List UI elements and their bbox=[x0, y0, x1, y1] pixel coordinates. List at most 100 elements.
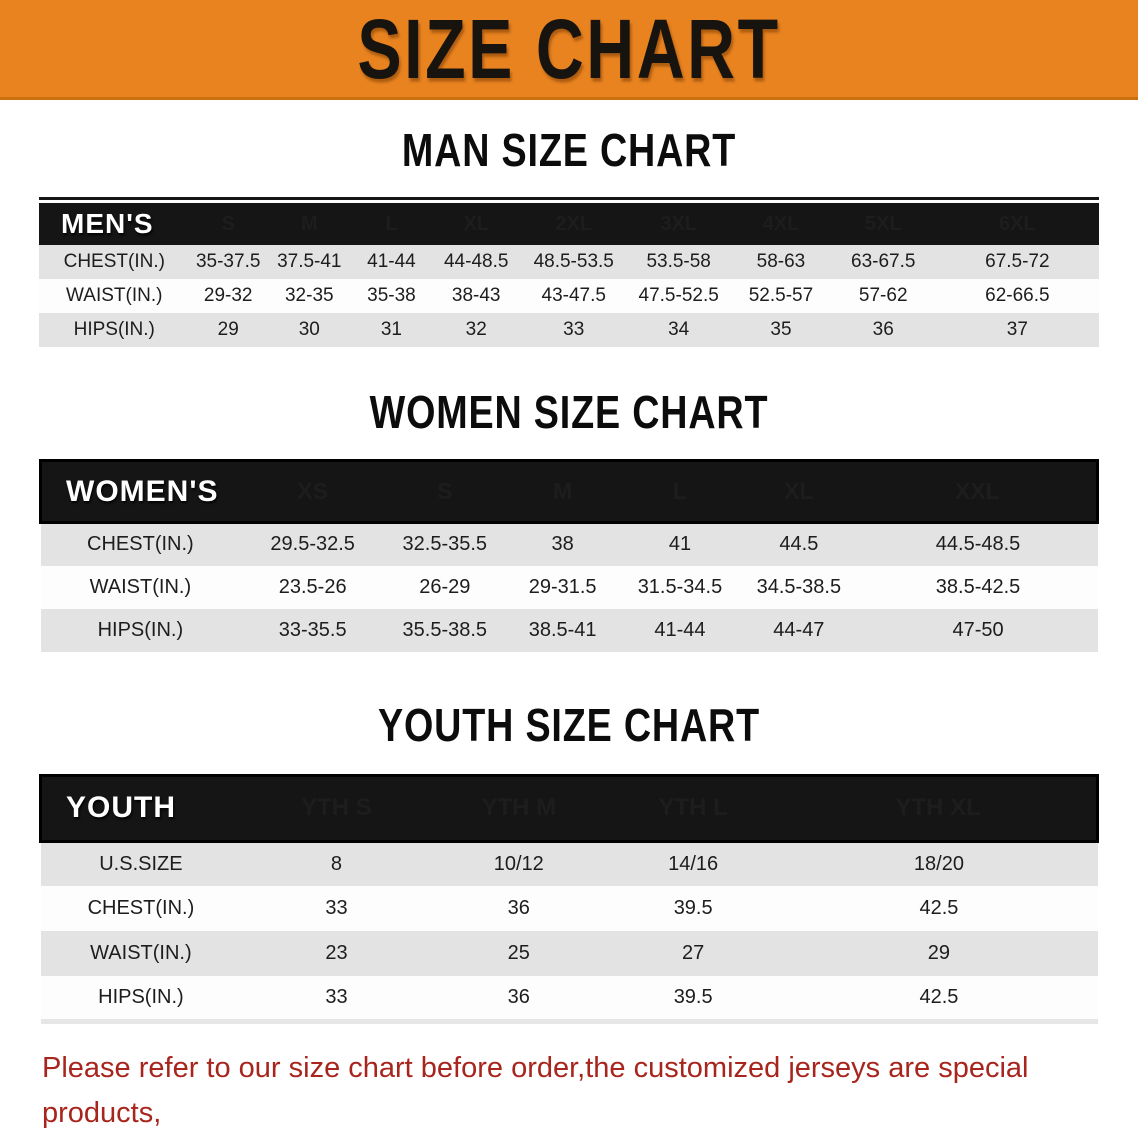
man-table-top-rule bbox=[39, 197, 1099, 200]
size-column-header: S bbox=[437, 478, 453, 504]
size-value: 48.5-53.5 bbox=[533, 251, 614, 272]
size-value: 36 bbox=[872, 319, 894, 340]
measurement-label: HIPS(IN.) bbox=[97, 618, 184, 641]
size-value: 37.5-41 bbox=[277, 251, 342, 272]
size-column-header: YTH XL bbox=[895, 794, 981, 821]
size-value: 29-31.5 bbox=[528, 575, 597, 598]
size-chart-banner: SIZE CHART bbox=[0, 0, 1138, 100]
measurement-row: HIPS(IN.) 29 30 31 32 33 34 35 36 37 bbox=[39, 313, 1099, 347]
measurement-row: CHEST(IN.) 29.5-32.5 32.5-35.5 38 41 44.5 44.5… bbox=[40, 522, 1098, 566]
size-value: 30 bbox=[298, 319, 320, 340]
size-value: 32 bbox=[465, 319, 487, 340]
size-value: 35.5-38.5 bbox=[402, 618, 488, 641]
size-value: 10/12 bbox=[493, 852, 544, 875]
size-value: 14/16 bbox=[668, 852, 719, 875]
size-value: 35-37.5 bbox=[195, 251, 261, 272]
size-value: 29-32 bbox=[203, 285, 253, 306]
size-value: 47.5-52.5 bbox=[638, 285, 719, 306]
size-value: 57-62 bbox=[858, 285, 908, 306]
size-value: 41-44 bbox=[367, 251, 416, 272]
disclaimer-line-1: Please refer to our size chart before or… bbox=[42, 1051, 1029, 1130]
size-column-header: S bbox=[221, 212, 235, 235]
size-value: 33 bbox=[325, 897, 348, 919]
size-value: 43-47.5 bbox=[541, 285, 606, 306]
size-column-header: 4XL bbox=[762, 212, 800, 235]
size-value: 35-38 bbox=[367, 285, 416, 306]
measurement-label: HIPS(IN.) bbox=[98, 985, 184, 1008]
size-value: 39.5 bbox=[673, 897, 713, 919]
size-value: 38.5-41 bbox=[528, 618, 597, 641]
table-title-cell: YOUTH bbox=[66, 791, 176, 824]
man-size-heading: MAN SIZE CHART bbox=[401, 124, 737, 176]
size-value: 58-63 bbox=[756, 251, 806, 272]
size-value: 33 bbox=[563, 319, 585, 340]
table-title-cell: MEN'S bbox=[61, 208, 154, 239]
women-size-section: WOMEN SIZE CHART WOMEN'S XS S M L XL XXL CHEST(… bbox=[0, 389, 1138, 652]
size-column-header: L bbox=[672, 478, 687, 504]
youth-size-heading: YOUTH SIZE CHART bbox=[378, 698, 760, 751]
measurement-label: HIPS(IN.) bbox=[73, 319, 155, 340]
measurement-row: HIPS(IN.) 33-35.5 35.5-38.5 38.5-41 41-44 44-… bbox=[40, 608, 1098, 652]
size-value: 38 bbox=[551, 533, 574, 556]
table-header-row: MEN'S S M L XL 2XL 3XL 4XL 5XL 6XL bbox=[39, 203, 1099, 245]
men-size-table: MEN'S S M L XL 2XL 3XL 4XL 5XL 6XL CHEST(IN.) 35-37… bbox=[39, 203, 1099, 347]
measurement-row: CHEST(IN.) 33 36 39.5 42.5 bbox=[40, 886, 1098, 931]
size-value: 67.5-72 bbox=[985, 251, 1050, 272]
size-column-header: M bbox=[553, 478, 573, 504]
size-value: 44.5 bbox=[779, 533, 819, 556]
disclaimer-text: Please refer to our size chart before or… bbox=[42, 1046, 1138, 1132]
size-column-header: L bbox=[385, 212, 398, 235]
size-column-header: 6XL bbox=[999, 212, 1036, 235]
size-value: 38.5-42.5 bbox=[935, 575, 1021, 598]
measurement-row: WAIST(IN.) 29-32 32-35 35-38 38-43 43-47.5 47.… bbox=[39, 279, 1099, 313]
size-value: 29.5-32.5 bbox=[270, 533, 355, 556]
size-value: 34.5-38.5 bbox=[756, 575, 842, 598]
size-value: 33 bbox=[325, 985, 348, 1008]
man-size-section: MAN SIZE CHART MEN'S S M L XL 2XL 3XL 4XL 5XL 6XL… bbox=[0, 127, 1138, 347]
size-value: 38-43 bbox=[451, 285, 501, 306]
measurement-label: U.S.SIZE bbox=[99, 852, 183, 875]
size-value: 42.5 bbox=[919, 985, 959, 1008]
measurement-row: HIPS(IN.) 33 36 39.5 42.5 bbox=[40, 976, 1098, 1021]
size-value: 62-66.5 bbox=[985, 285, 1050, 306]
size-value: 26-29 bbox=[419, 575, 471, 598]
measurement-label: CHEST(IN.) bbox=[87, 533, 194, 556]
size-column-header: YTH M bbox=[481, 794, 557, 821]
size-value: 44-48.5 bbox=[443, 251, 509, 272]
size-value: 31 bbox=[380, 319, 402, 340]
size-column-header: YTH S bbox=[301, 794, 372, 821]
size-value: 25 bbox=[507, 942, 530, 964]
size-value: 36 bbox=[507, 897, 530, 919]
size-value: 42.5 bbox=[919, 897, 959, 919]
size-column-header: XXL bbox=[954, 478, 1000, 504]
size-value: 39.5 bbox=[673, 985, 713, 1008]
size-value: 47-50 bbox=[952, 618, 1004, 641]
size-column-header: XL bbox=[784, 478, 814, 504]
measurement-label: CHEST(IN.) bbox=[87, 897, 195, 919]
size-column-header: 5XL bbox=[864, 212, 902, 235]
size-value: 29 bbox=[927, 942, 951, 964]
table-title-cell: WOMEN'S bbox=[66, 474, 219, 508]
size-value: 36 bbox=[507, 985, 530, 1008]
size-value: 23 bbox=[325, 942, 348, 964]
size-value: 18/20 bbox=[913, 852, 964, 875]
measurement-label: WAIST(IN.) bbox=[66, 285, 163, 306]
youth-size-table: YOUTH YTH S YTH M YTH L YTH XL U.S.SIZE 8 10/12… bbox=[39, 774, 1099, 1024]
women-size-table: WOMEN'S XS S M L XL XXL CHEST(IN.) 29.5-32.5 32.5… bbox=[39, 459, 1099, 652]
measurement-row: CHEST(IN.) 35-37.5 37.5-41 41-44 44-48.5 48.5… bbox=[39, 245, 1099, 279]
size-value: 27 bbox=[682, 942, 705, 964]
table-header-row: YOUTH YTH S YTH M YTH L YTH XL bbox=[40, 775, 1098, 841]
size-column-header: M bbox=[300, 212, 318, 235]
size-column-header: 3XL bbox=[660, 212, 698, 235]
size-value: 52.5-57 bbox=[748, 285, 814, 306]
measurement-label: WAIST(IN.) bbox=[90, 942, 192, 964]
size-value: 35 bbox=[770, 319, 792, 340]
table-header-row: WOMEN'S XS S M L XL XXL bbox=[40, 460, 1098, 523]
banner-title: SIZE CHART bbox=[357, 0, 781, 97]
size-value: 63-67.5 bbox=[851, 251, 916, 272]
size-value: 44-47 bbox=[773, 618, 825, 641]
size-column-header: 2XL bbox=[555, 212, 593, 235]
measurement-row: U.S.SIZE 8 10/12 14/16 18/20 bbox=[40, 841, 1098, 886]
size-value: 37 bbox=[1006, 319, 1028, 340]
measurement-label: CHEST(IN.) bbox=[63, 251, 165, 272]
